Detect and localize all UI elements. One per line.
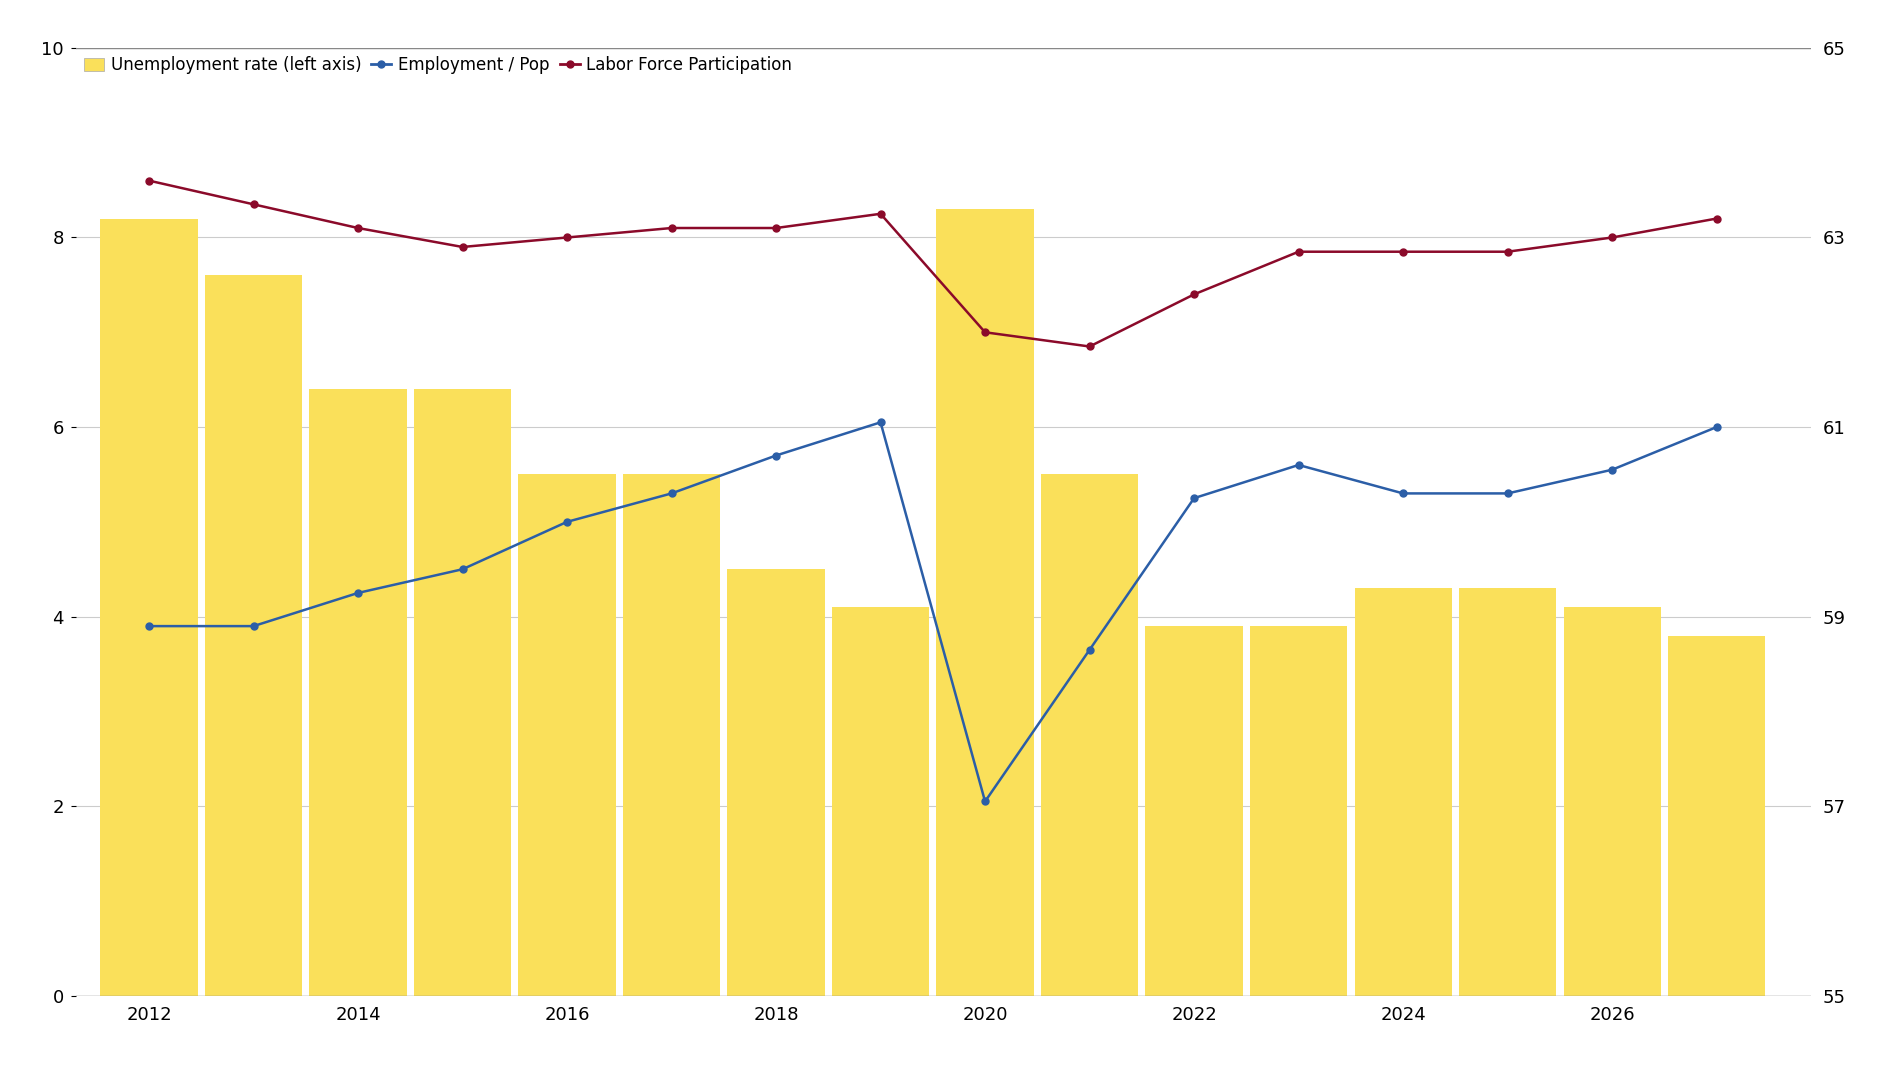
Legend: Unemployment rate (left axis), Employment / Pop, Labor Force Participation: Unemployment rate (left axis), Employmen…: [83, 56, 793, 75]
Bar: [728, 569, 825, 996]
Bar: [1249, 626, 1348, 996]
Bar: [832, 607, 929, 996]
Bar: [1145, 626, 1242, 996]
Bar: [309, 389, 406, 996]
Bar: [1041, 475, 1138, 996]
Bar: [100, 218, 197, 996]
Bar: [624, 475, 720, 996]
Bar: [937, 209, 1033, 996]
Bar: [1668, 636, 1765, 996]
Bar: [1460, 588, 1557, 996]
Bar: [1354, 588, 1452, 996]
Bar: [205, 276, 301, 996]
Bar: [413, 389, 512, 996]
Bar: [518, 475, 616, 996]
Bar: [1564, 607, 1661, 996]
